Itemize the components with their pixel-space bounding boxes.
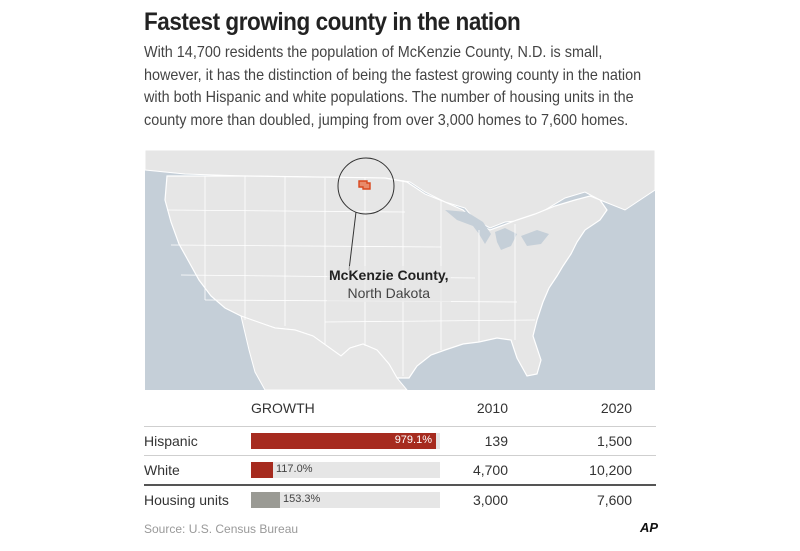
value-2020: 10,200 xyxy=(589,462,632,478)
growth-pct-label: 153.3% xyxy=(283,493,321,505)
great-lakes xyxy=(445,210,549,250)
callout-leader-line xyxy=(348,211,357,271)
callout-circle xyxy=(337,157,395,215)
value-2010: 4,700 xyxy=(472,462,508,478)
header-2020: 2020 xyxy=(600,400,632,416)
mexico-land xyxy=(240,315,408,390)
growth-bar xyxy=(251,492,280,508)
table-header: GROWTH 2010 2020 xyxy=(144,396,656,426)
row-label: Hispanic xyxy=(144,433,198,449)
header-growth: GROWTH xyxy=(251,400,315,416)
county-highlight xyxy=(358,180,371,190)
row-label: Housing units xyxy=(144,492,229,508)
header-2010: 2010 xyxy=(476,400,508,416)
source-note: Source: U.S. Census Bureau xyxy=(144,522,299,536)
intro-text: With 14,700 residents the population of … xyxy=(144,44,642,129)
callout-county-name: McKenzie County, xyxy=(329,267,449,283)
bar-track: 153.3% xyxy=(251,492,440,508)
callout-label: McKenzie County, North Dakota xyxy=(327,266,451,302)
callout-state-name: North Dakota xyxy=(347,285,430,301)
value-2010: 139 xyxy=(484,433,508,449)
growth-table: GROWTH 2010 2020 Hispanic 979.1% 139 1,5… xyxy=(144,396,656,516)
us-map: McKenzie County, North Dakota xyxy=(145,150,655,390)
value-2020: 7,600 xyxy=(596,492,632,508)
bar-track: 979.1% xyxy=(251,433,440,449)
growth-pct-label: 979.1% xyxy=(394,434,432,446)
page-title: Fastest growing county in the nation xyxy=(144,8,521,36)
value-2010: 3,000 xyxy=(472,492,508,508)
value-2020: 1,500 xyxy=(596,433,632,449)
table-row: White 117.0% 4,700 10,200 xyxy=(144,455,656,484)
growth-bar xyxy=(251,462,273,478)
bar-track: 117.0% xyxy=(251,462,440,478)
growth-bar xyxy=(251,433,436,449)
table-row: Housing units 153.3% 3,000 7,600 xyxy=(144,484,656,516)
ap-logo: AP xyxy=(640,520,659,535)
row-label: White xyxy=(144,462,180,478)
table-row: Hispanic 979.1% 139 1,500 xyxy=(144,426,656,455)
growth-pct-label: 117.0% xyxy=(276,463,313,475)
